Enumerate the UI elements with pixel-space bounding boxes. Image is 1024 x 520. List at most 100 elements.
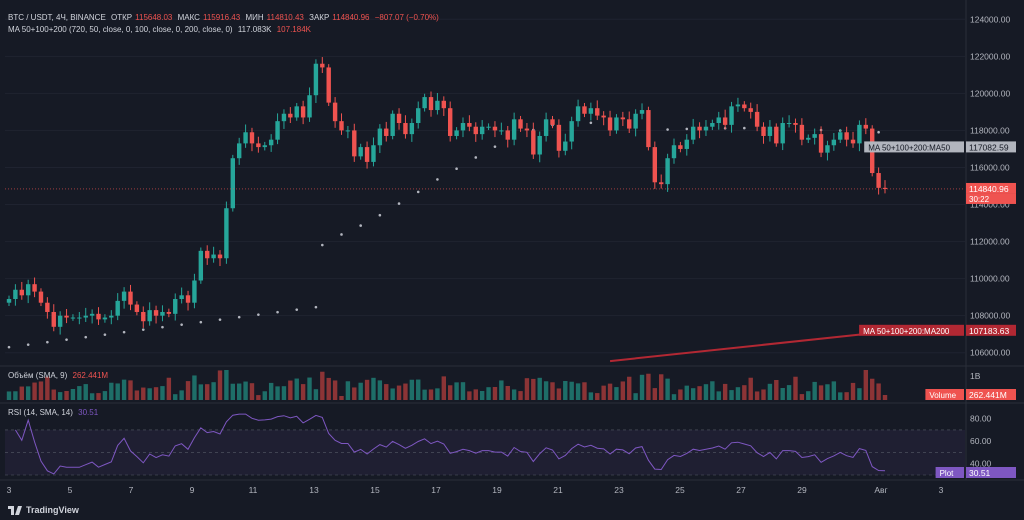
ma50-point	[314, 305, 318, 309]
volume-bar	[83, 384, 88, 400]
volume-bar	[313, 389, 319, 400]
volume-bar	[211, 382, 216, 400]
candle-body	[275, 121, 280, 140]
volume-bar	[569, 381, 574, 400]
candle-body	[838, 132, 843, 140]
volume-bar	[371, 377, 376, 400]
volume-bar	[806, 391, 811, 400]
candle-body	[236, 143, 242, 159]
price-tags: MA 50+100+200:MA50 117082.59 MA 50+100+200…	[859, 141, 1016, 478]
high-label: МАКС	[177, 13, 200, 22]
candle-body	[134, 304, 140, 312]
volume-bar	[703, 384, 709, 400]
ma-legend[interactable]: MA 50+100+200 (720, 50, close, 0, 100, c…	[8, 25, 314, 34]
candle-body	[109, 315, 114, 318]
ma50-point	[378, 213, 382, 217]
volume-bar	[32, 382, 37, 400]
volume-bar	[659, 374, 664, 400]
volume-bar	[243, 381, 248, 400]
volume-bar	[153, 387, 159, 400]
candle-body	[70, 317, 76, 319]
volume-bar	[352, 387, 357, 400]
ma50-point	[474, 156, 478, 159]
volume-bar	[403, 383, 408, 400]
volume-bar	[524, 378, 530, 400]
candle-body	[192, 280, 197, 303]
open-value: 115648.03	[135, 13, 173, 22]
candle-body	[128, 291, 133, 305]
volume-bar	[288, 380, 293, 400]
ma50-point	[493, 145, 497, 148]
time-tick-label: 9	[190, 485, 195, 495]
rsi-tag-value: 30.51	[969, 468, 991, 478]
volume-tag-value-bg	[966, 389, 1016, 400]
candle-body	[863, 124, 869, 129]
candle-body	[57, 315, 63, 327]
volume-bar	[646, 373, 651, 400]
volume-bar	[13, 391, 18, 400]
price-tick-label: 106000.00	[970, 348, 1010, 358]
candle-body	[697, 126, 702, 131]
volume-bar	[761, 389, 766, 400]
volume-bar	[793, 376, 798, 400]
volume-bar	[25, 386, 31, 400]
volume-bar	[812, 381, 817, 400]
rsi-legend-title: RSI (14, SMA, 14)	[8, 408, 73, 417]
volume-bar	[742, 385, 747, 400]
volume-bar	[678, 389, 683, 400]
candle-body	[531, 130, 536, 155]
volume-bar	[774, 380, 779, 400]
volume-bar	[556, 388, 562, 400]
ma50-point	[65, 338, 68, 341]
ma50-point	[218, 318, 222, 321]
candle-body	[780, 123, 785, 144]
volume-bar	[236, 383, 242, 400]
rsi-tick-label: 60.00	[970, 436, 992, 446]
ma50-point	[589, 121, 593, 125]
candle-body	[6, 299, 12, 303]
candle-body	[217, 254, 223, 259]
ma200-path	[609, 329, 896, 363]
candle-body	[416, 108, 421, 124]
volume-tick-label: 1B	[970, 371, 981, 381]
volume-legend[interactable]: Объём (SMA, 9) 262.441M	[8, 371, 111, 380]
candle-body	[185, 295, 191, 303]
candle-body	[633, 113, 638, 129]
close-value: 114840.96	[332, 13, 370, 22]
time-axis: 3 5 7 9 11 13 15 17 19 21 23 25 27 29 Авг 3	[7, 485, 944, 495]
volume-bar	[224, 370, 229, 400]
volume-bar	[294, 378, 299, 400]
candle-body	[141, 311, 146, 322]
candle-body	[556, 124, 562, 151]
low-value: 114810.43	[266, 13, 304, 22]
volume-bar	[799, 394, 805, 400]
price-tick-label: 120000.00	[970, 88, 1010, 98]
symbol-title[interactable]: BTC / USDT, 4Ч, BINANCE	[8, 13, 106, 22]
volume-bar	[748, 377, 753, 400]
volume-bar	[275, 386, 280, 400]
price-tick-label: 112000.00	[970, 237, 1010, 247]
volume-bar	[614, 387, 619, 400]
candle-body	[396, 113, 402, 124]
candle-body	[499, 130, 504, 132]
volume-tag-value: 262.441M	[969, 390, 1007, 400]
candle-body	[659, 182, 664, 185]
candle-body	[77, 317, 82, 319]
volume-bar	[850, 382, 856, 400]
volume-bar	[838, 392, 843, 400]
tradingview-logo[interactable]: TradingView	[8, 505, 79, 515]
candle-body	[428, 97, 434, 111]
volume-bar	[601, 385, 606, 400]
volume-bar	[722, 383, 728, 400]
time-tick-label: 19	[492, 485, 502, 495]
volume-bar	[518, 391, 523, 400]
candle-body	[332, 102, 338, 122]
volume-bar	[467, 391, 472, 400]
rsi-legend[interactable]: RSI (14, SMA, 14) 30.51	[8, 408, 101, 417]
candle-body	[754, 111, 760, 127]
candle-body	[831, 139, 837, 146]
candle-body	[818, 134, 824, 153]
volume-bar	[422, 389, 427, 400]
candle-body	[665, 158, 670, 185]
volume-bar	[173, 394, 178, 400]
